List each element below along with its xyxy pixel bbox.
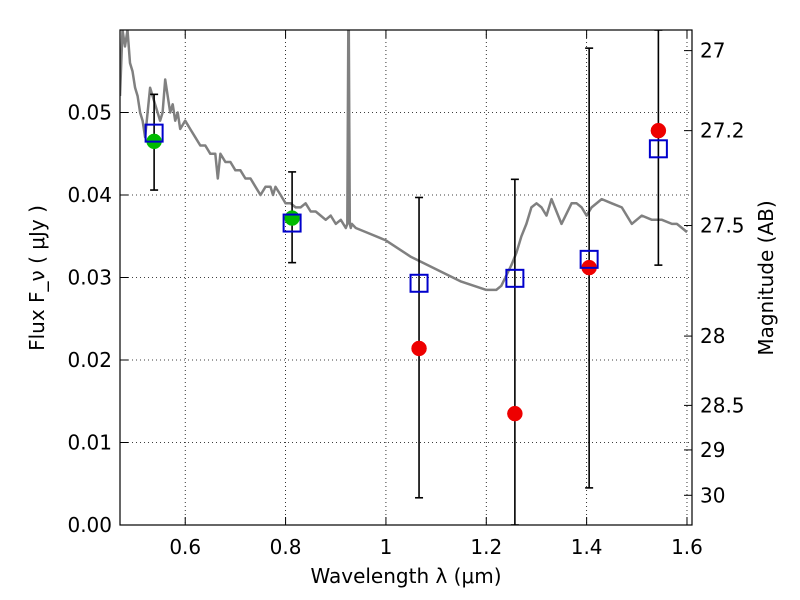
observed-flux-point [284, 210, 300, 226]
right-axis-label: Magnitude (AB) [754, 200, 778, 355]
y-tick-label: 0.05 [67, 101, 112, 125]
model-photometry-square [144, 123, 164, 143]
y-tick-label: 0.03 [67, 266, 112, 290]
x-tick-label: 1.6 [671, 535, 703, 559]
model-photometry-points [144, 123, 668, 293]
right-tick-label: 27.2 [700, 119, 745, 143]
model-spectrum-line [120, 30, 688, 292]
right-tick-label: 27.5 [700, 214, 745, 238]
x-axis-ticks: 0.6 0.8 1 1.2 1.4 1.6 [169, 30, 703, 559]
right-tick-label: 27 [700, 39, 725, 63]
right-tick-label: 30 [700, 483, 725, 507]
x-tick-label: 1.4 [571, 535, 603, 559]
x-axis-label: Wavelength λ (μm) [310, 564, 501, 588]
model-photometry-square [579, 249, 599, 269]
right-tick-label: 28 [700, 324, 725, 348]
right-axis-ticks: 27 27.2 27.5 28 28.5 29 30 [684, 39, 745, 507]
right-tick-label: 28.5 [700, 393, 745, 417]
x-tick-label: 1.2 [470, 535, 502, 559]
x-tick-label: 0.8 [270, 535, 302, 559]
model-photometry-square [409, 273, 429, 293]
y-tick-label: 0.01 [67, 431, 112, 455]
right-tick-label: 29 [700, 438, 725, 462]
y-axis-label: Flux F_ν ( μJy ) [25, 205, 49, 351]
y-tick-label: 0.02 [67, 348, 112, 372]
model-photometry-square [648, 139, 668, 159]
grid-lines [120, 30, 692, 525]
plot-background [120, 30, 692, 525]
observed-flux-point [507, 405, 523, 422]
x-tick-label: 0.6 [169, 535, 201, 559]
model-photometry-square [282, 213, 302, 233]
observed-flux-point [650, 122, 667, 139]
y-tick-label: 0.04 [67, 183, 112, 207]
observed-flux-point [411, 340, 427, 357]
model-photometry-square [505, 268, 525, 288]
model-spectrum [120, 30, 688, 292]
x-tick-label: 1 [380, 535, 393, 559]
y-tick-label: 0.00 [67, 513, 112, 537]
y-axis-ticks: 0.00 0.01 0.02 0.03 0.04 0.05 [67, 101, 128, 537]
